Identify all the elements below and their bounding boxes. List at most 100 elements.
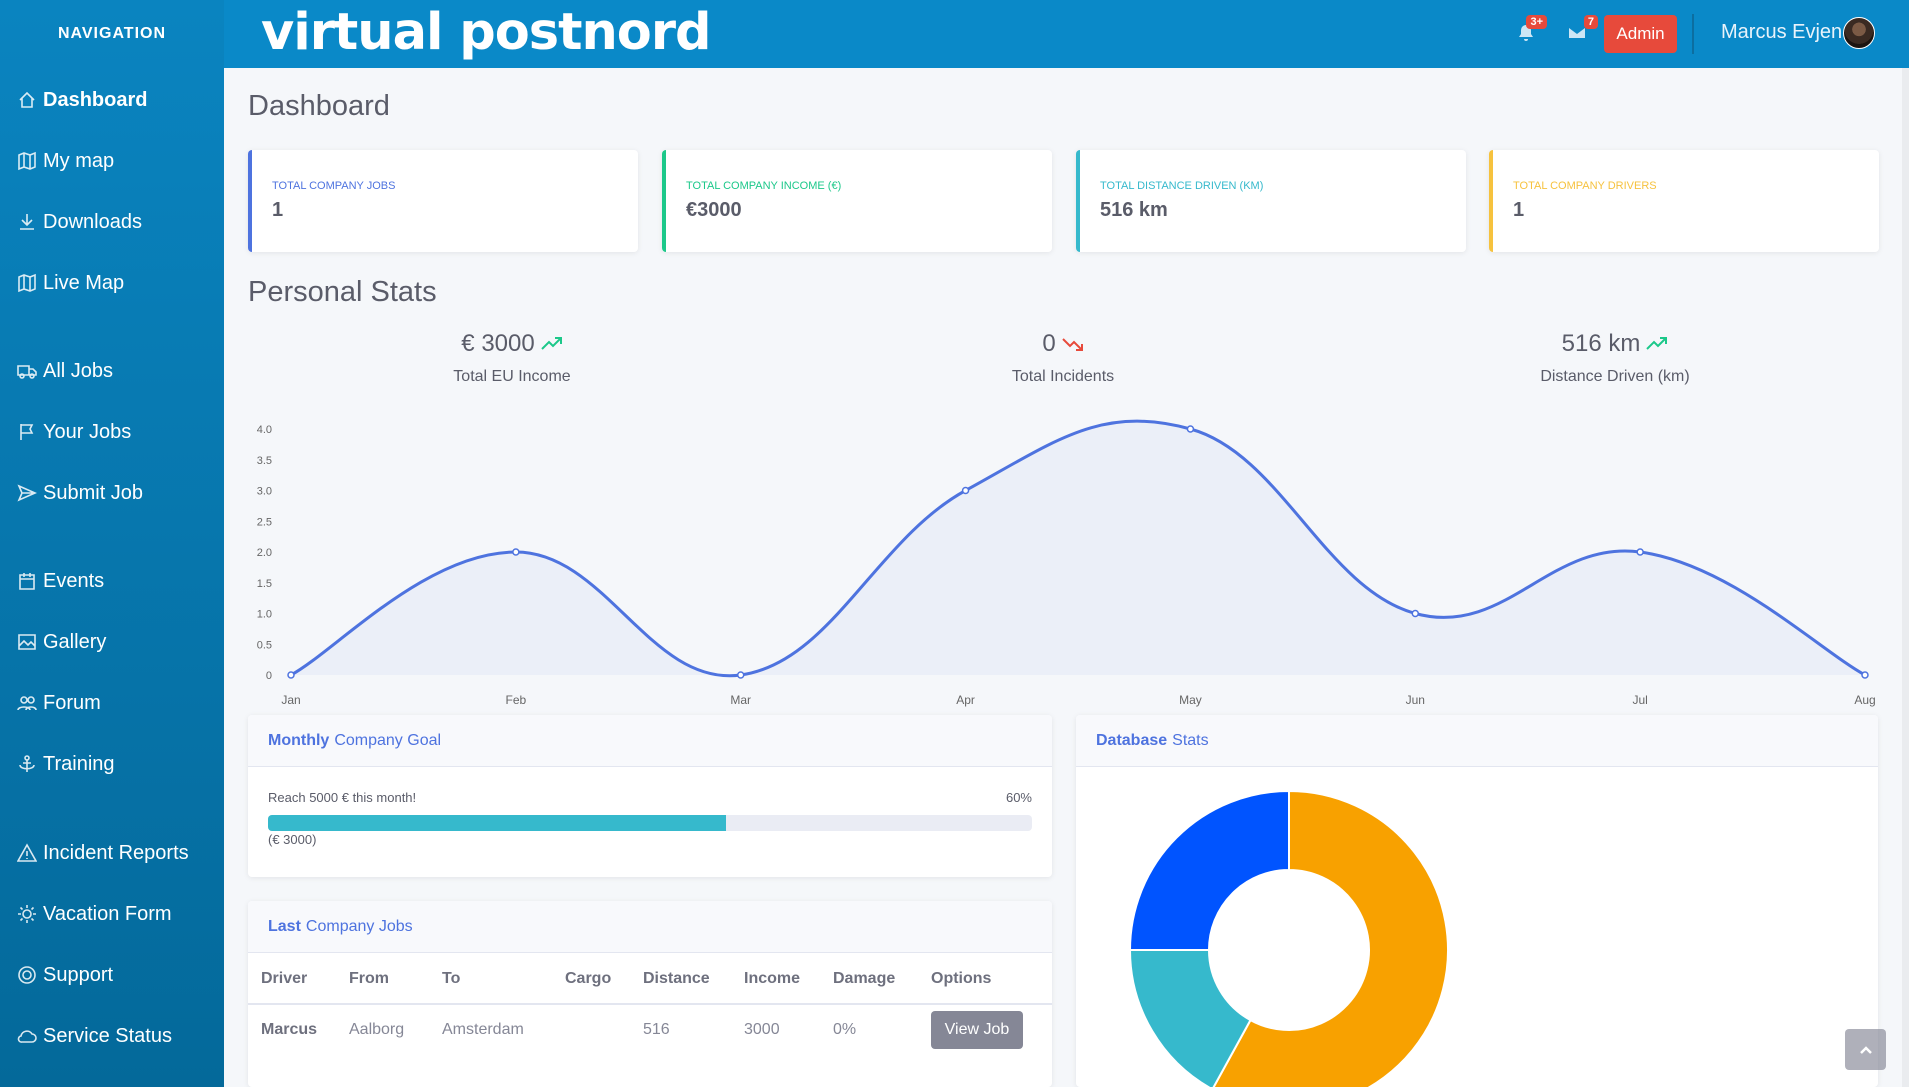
card-label: TOTAL COMPANY INCOME (€) — [686, 180, 842, 192]
image-icon — [17, 632, 43, 652]
user-name[interactable]: Marcus Evjen — [1721, 21, 1843, 43]
column-header: From — [336, 954, 429, 1005]
sidebar-item-dashboard[interactable]: Dashboard — [0, 78, 224, 122]
personal-stat-income: € 3000 Total EU Income — [362, 330, 662, 386]
personal-stats-title: Personal Stats — [248, 276, 437, 308]
personal-stat-incidents: 0 Total Incidents — [913, 330, 1213, 386]
sidebar-item-label: Events — [43, 569, 105, 592]
cell-income: 3000 — [744, 1020, 780, 1038]
lifebuoy-icon — [17, 965, 43, 985]
panel-title-bold: Monthly — [268, 731, 330, 749]
area-fill — [291, 421, 1865, 676]
panel-title: Company Jobs — [305, 917, 413, 935]
stat-card-income: TOTAL COMPANY INCOME (€) €3000 — [662, 150, 1052, 252]
bell-icon — [1519, 25, 1533, 41]
sidebar-item-forum[interactable]: Forum — [0, 681, 224, 725]
admin-button[interactable]: Admin — [1604, 15, 1677, 53]
stat-caption: Distance Driven (km) — [1540, 368, 1690, 385]
sidebar-item-submit-job[interactable]: Submit Job — [0, 471, 224, 515]
sidebar-item-service-status[interactable]: Service Status — [0, 1014, 224, 1058]
brand-logo[interactable]: virtual postnord — [261, 3, 711, 62]
card-accent — [1076, 150, 1080, 252]
monthly-goal-panel: Monthly Company Goal Reach 5000 € this m… — [248, 715, 1052, 877]
page-title: Dashboard — [248, 90, 390, 122]
database-stats-panel: Database Stats — [1076, 715, 1878, 1087]
anchor-icon — [17, 754, 43, 774]
cell-from: Aalborg — [349, 1020, 405, 1038]
x-tick-label: Jul — [1632, 693, 1647, 707]
sidebar-item-events[interactable]: Events — [0, 559, 224, 603]
stat-card-jobs: TOTAL COMPANY JOBS 1 — [248, 150, 638, 252]
data-point[interactable] — [512, 548, 520, 556]
card-label: TOTAL COMPANY DRIVERS — [1513, 180, 1657, 192]
donut-slice[interactable] — [1128, 949, 1252, 1087]
panel-header: Database Stats — [1076, 715, 1878, 767]
sidebar-item-my-map[interactable]: My map — [0, 139, 224, 183]
sidebar-item-label: Service Status — [43, 1024, 172, 1047]
x-tick-label: Mar — [730, 693, 751, 707]
sun-icon — [17, 904, 43, 924]
cell-distance: 516 — [643, 1020, 670, 1038]
stat-card-drivers: TOTAL COMPANY DRIVERS 1 — [1489, 150, 1879, 252]
cell-cargo — [552, 1004, 630, 1054]
goal-text: Reach 5000 € this month! — [268, 790, 417, 805]
x-tick-label: Jan — [281, 693, 300, 707]
data-point[interactable] — [1636, 548, 1644, 556]
sidebar-item-training[interactable]: Training — [0, 742, 224, 786]
panel-title: Stats — [1172, 731, 1209, 749]
card-label: TOTAL DISTANCE DRIVEN (KM) — [1100, 180, 1264, 192]
sidebar-item-gallery[interactable]: Gallery — [0, 620, 224, 664]
sidebar-item-label: Support — [43, 963, 114, 986]
messages-button[interactable]: 7 — [1562, 15, 1598, 48]
data-point[interactable] — [287, 671, 295, 679]
trend-down-icon — [1061, 338, 1083, 351]
donut-slice[interactable] — [1212, 789, 1449, 1087]
donut-slice[interactable] — [1128, 789, 1290, 951]
panel-title-bold: Last — [268, 917, 301, 935]
sidebar-item-your-jobs[interactable]: Your Jobs — [0, 410, 224, 454]
y-tick-label: 2.5 — [257, 516, 272, 528]
stat-value: € 3000 — [461, 330, 535, 357]
cell-options: View Job — [918, 1004, 1052, 1054]
data-point[interactable] — [1186, 425, 1195, 433]
sidebar-item-all-jobs[interactable]: All Jobs — [0, 349, 224, 393]
data-point[interactable] — [1411, 609, 1420, 618]
calendar-icon — [17, 571, 43, 591]
stat-caption: Total Incidents — [1011, 368, 1115, 385]
sidebar-item-incident-reports[interactable]: Incident Reports — [0, 831, 224, 875]
cell-damage: 0% — [833, 1020, 857, 1038]
x-tick-label: May — [1179, 693, 1202, 707]
card-value: 1 — [272, 199, 284, 221]
column-header: Distance — [630, 954, 731, 1005]
sidebar-item-label: My map — [43, 149, 115, 172]
avatar[interactable] — [1843, 17, 1875, 49]
stat-caption: Total EU Income — [453, 368, 571, 385]
sidebar-item-label: Incident Reports — [43, 841, 189, 864]
sidebar-item-vacation-form[interactable]: Vacation Form — [0, 892, 224, 936]
sidebar-item-live-map[interactable]: Live Map — [0, 261, 224, 305]
map-icon — [17, 151, 43, 171]
y-tick-label: 3.5 — [257, 455, 272, 467]
data-point[interactable] — [961, 486, 970, 495]
x-tick-label: Aug — [1854, 693, 1875, 707]
sidebar: NAVIGATION Dashboard My map Downloads Live … — [0, 0, 224, 1087]
page-scrollbar[interactable] — [1902, 68, 1909, 1087]
column-header: Damage — [820, 954, 918, 1005]
sidebar-heading: NAVIGATION — [57, 25, 167, 42]
sidebar-item-label: Your Jobs — [43, 420, 132, 443]
scroll-to-top-button[interactable] — [1845, 1029, 1886, 1070]
column-header: Options — [918, 954, 1052, 1005]
send-icon — [17, 483, 43, 503]
alerts-button[interactable]: 3+ — [1511, 15, 1547, 48]
trend-up-icon — [1646, 337, 1668, 350]
view-job-button[interactable]: View Job — [931, 1010, 1023, 1049]
sidebar-item-downloads[interactable]: Downloads — [0, 200, 224, 244]
data-point[interactable] — [736, 671, 745, 679]
data-point[interactable] — [1861, 671, 1869, 679]
card-accent — [662, 150, 666, 252]
jobs-table: Driver From To Cargo Distance Income Dam… — [248, 954, 1052, 1054]
cloud-icon — [17, 1026, 43, 1046]
table-row: Marcus Aalborg Amsterdam 516 3000 0% Vie… — [248, 1004, 1052, 1054]
sidebar-item-support[interactable]: Support — [0, 953, 224, 997]
download-icon — [17, 212, 43, 232]
